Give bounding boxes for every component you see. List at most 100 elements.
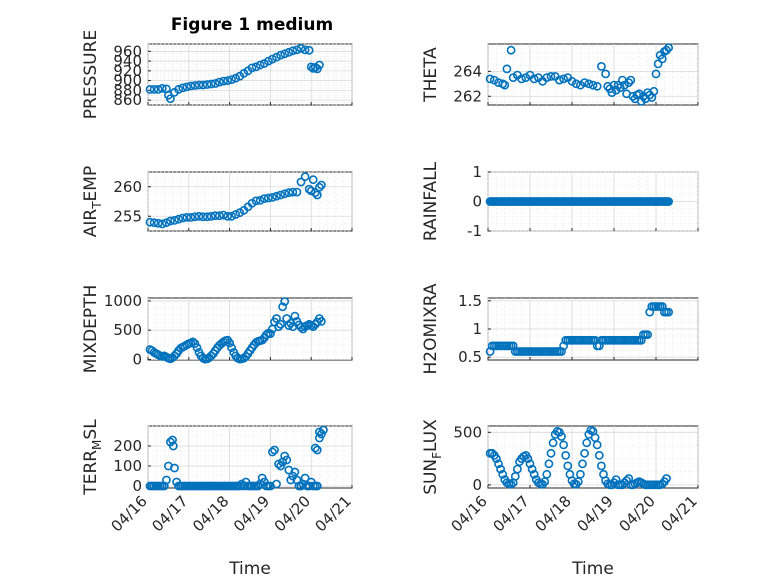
data-point [214,77,224,87]
data-point [227,75,236,84]
data-point [178,213,188,223]
data-point [597,62,606,71]
subplot-theta: 262 264 THETA [421,43,699,106]
data-point [178,83,188,93]
data-point [651,69,661,79]
data-point [194,80,204,90]
data-point [153,85,163,94]
data-point [186,212,196,222]
data-point [626,75,636,85]
data-point [624,78,634,87]
data-point [165,94,175,104]
data-point [580,78,589,87]
data-point [555,427,564,437]
data-point [206,211,216,221]
y-axis-label: MIXDEPTH [81,285,101,374]
data-point [529,469,539,479]
data-point [202,80,212,89]
data-point [542,73,552,82]
data-point [316,316,326,326]
data-point [527,464,537,474]
data-point [300,172,310,182]
y-tick-label: 940 [113,52,142,70]
data-series [145,425,328,491]
data-point [168,441,178,451]
data-point [506,479,516,489]
data-point [186,81,196,91]
y-tick-label: 0 [132,350,142,368]
subplot-rainfall: -1 0 1 RAINFALL [421,161,699,241]
data-point [255,60,265,70]
y-tick-label: 0 [472,476,482,494]
y-axis-label: RAINFALL [421,161,441,241]
data-point [182,212,192,222]
data-point [544,459,554,469]
data-point [206,351,216,361]
data-point [296,177,306,187]
data-point [153,218,163,228]
data-point [265,329,275,339]
y-tick-label: 1.5 [458,292,482,310]
data-point [649,86,659,96]
data-point [576,469,585,479]
data-point [276,50,285,60]
data-point [225,338,234,348]
subplot-h2omixra: 0.5 1 1.5 H2OMIXRA [421,283,699,375]
y-tick-label: 264 [453,62,482,80]
data-point [219,76,228,86]
data-point [306,186,316,196]
data-point [290,311,300,321]
data-point [523,454,533,463]
data-point [170,351,179,361]
data-point [192,343,202,353]
data-point [198,212,208,222]
y-tick-label: 200 [113,437,142,455]
data-point [312,190,322,200]
data-point [310,443,320,453]
data-point [161,218,171,228]
data-point [210,211,220,221]
data-point [157,219,167,229]
y-tick-label: 920 [113,62,142,80]
figure-title: Figure 1 medium [171,15,333,35]
data-point [223,211,232,221]
data-point [272,479,281,489]
data-point [496,464,505,474]
data-point [542,469,552,479]
data-point [292,45,302,55]
data-series [485,43,673,106]
data-point [231,73,241,83]
data-point [259,194,269,203]
data-point [580,448,589,458]
data-point [272,314,281,323]
y-tick-label: 1000 [104,292,142,310]
y-tick-label: 900 [113,72,142,90]
data-point [662,45,671,55]
data-point [272,191,281,201]
data-point [645,307,655,317]
data-series [485,425,671,490]
data-point [284,47,294,57]
data-point [292,187,302,197]
data-point [161,475,171,485]
data-point [247,63,257,73]
data-point [563,461,573,471]
data-point [288,187,298,197]
data-point [308,175,318,185]
data-point [500,80,510,90]
data-point [578,459,587,469]
data-point [657,302,667,311]
data-point [494,459,503,469]
data-point [190,81,200,90]
data-point [664,43,673,53]
data-point [559,341,568,351]
y-tick-label: 860 [113,91,142,109]
data-point [571,79,581,89]
data-point [149,218,159,228]
data-point [157,84,167,93]
data-point [263,193,273,203]
y-tick-label: 880 [113,81,142,99]
